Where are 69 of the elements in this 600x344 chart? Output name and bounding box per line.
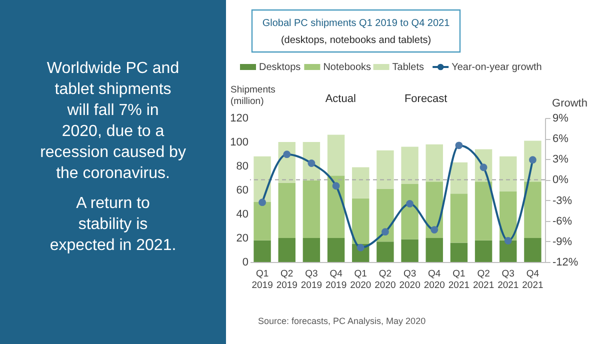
y-tick-label: 80	[236, 160, 248, 172]
text: Actual	[325, 93, 356, 105]
x-tick-label: Q3 2021	[498, 268, 519, 291]
bar	[524, 182, 542, 238]
y2-tick-label: 0%	[552, 174, 569, 186]
x-tick-label: Q4 2019	[325, 268, 347, 291]
bar	[278, 182, 296, 238]
bar	[450, 162, 468, 194]
y2-tick-label: 9%	[552, 112, 569, 124]
y-axis-title: Shipments (million)	[230, 84, 276, 107]
legend-label: Tablets	[392, 62, 424, 73]
bar	[401, 184, 418, 240]
bar	[302, 180, 320, 238]
bar	[376, 150, 394, 189]
x-tick-label: Q2 2020	[374, 268, 396, 291]
bar	[500, 191, 517, 240]
chart-title: Global PC shipments Q1 2019 to Q4 2021	[262, 18, 450, 29]
x-tick-label: Q2 2021	[472, 268, 494, 291]
bar	[450, 242, 468, 262]
text: Worldwide PC and tablet shipments will fall 7% in 2020, due to a recession caused by the coronavirus.	[40, 60, 186, 182]
y2-tick-label: -9%	[552, 236, 572, 248]
x-tick-label: Q3 2020	[399, 268, 420, 291]
y2-tick-label: -3%	[552, 194, 572, 207]
x-tick-label: Q1 2019	[252, 268, 273, 291]
legend-label: Notebooks	[323, 62, 372, 73]
bar	[352, 167, 370, 198]
bar	[426, 238, 443, 262]
bar	[376, 188, 394, 242]
y-tick-label: 20	[236, 232, 248, 244]
bar	[500, 156, 517, 192]
bar	[327, 134, 345, 176]
bar	[302, 238, 320, 262]
text: Forecast	[404, 93, 448, 105]
bar	[254, 240, 271, 262]
bar	[426, 144, 443, 182]
bar	[474, 182, 492, 240]
text: A return to stability is expected in 2021.	[50, 195, 176, 254]
source-note: Source: forecasts, PC Analysis, May 2020	[258, 316, 426, 326]
bar	[401, 239, 418, 262]
y-tick-label: 100	[230, 136, 248, 148]
y2-tick-label: 6%	[552, 133, 569, 146]
x-tick-label: Q1 2020	[350, 268, 372, 291]
bar	[474, 240, 492, 262]
bar	[352, 198, 370, 244]
y2-tick-label: 3%	[552, 154, 569, 166]
y2-tick-label: -12%	[552, 256, 578, 268]
bar	[278, 238, 296, 262]
legend-label: Desktops	[259, 62, 301, 73]
bar	[500, 240, 517, 262]
bar	[376, 242, 394, 262]
y2-axis-title: Growth	[552, 98, 588, 110]
bar	[401, 146, 418, 184]
y-tick-label: 120	[230, 112, 248, 124]
x-tick-label: Q3 2019	[300, 268, 322, 291]
bar	[254, 202, 271, 240]
bar	[524, 238, 542, 262]
bar	[450, 194, 468, 243]
y-tick-label: 0	[242, 256, 248, 268]
bar	[327, 238, 345, 262]
chart-subtitle: (desktops, notebooks and tablets)	[280, 35, 432, 46]
x-tick-label: Q1 2021	[448, 268, 470, 291]
bar	[254, 156, 271, 202]
y-tick-label: 60	[236, 184, 248, 196]
x-tick-label: Q2 2019	[276, 268, 298, 291]
y2-tick-label: -6%	[552, 215, 572, 228]
x-tick-label: Q4 2021	[522, 268, 544, 291]
y-tick-label: 40	[236, 208, 248, 220]
legend-label: Year-on-year growth	[452, 62, 542, 73]
x-tick-label: Q4 2020	[424, 268, 445, 291]
